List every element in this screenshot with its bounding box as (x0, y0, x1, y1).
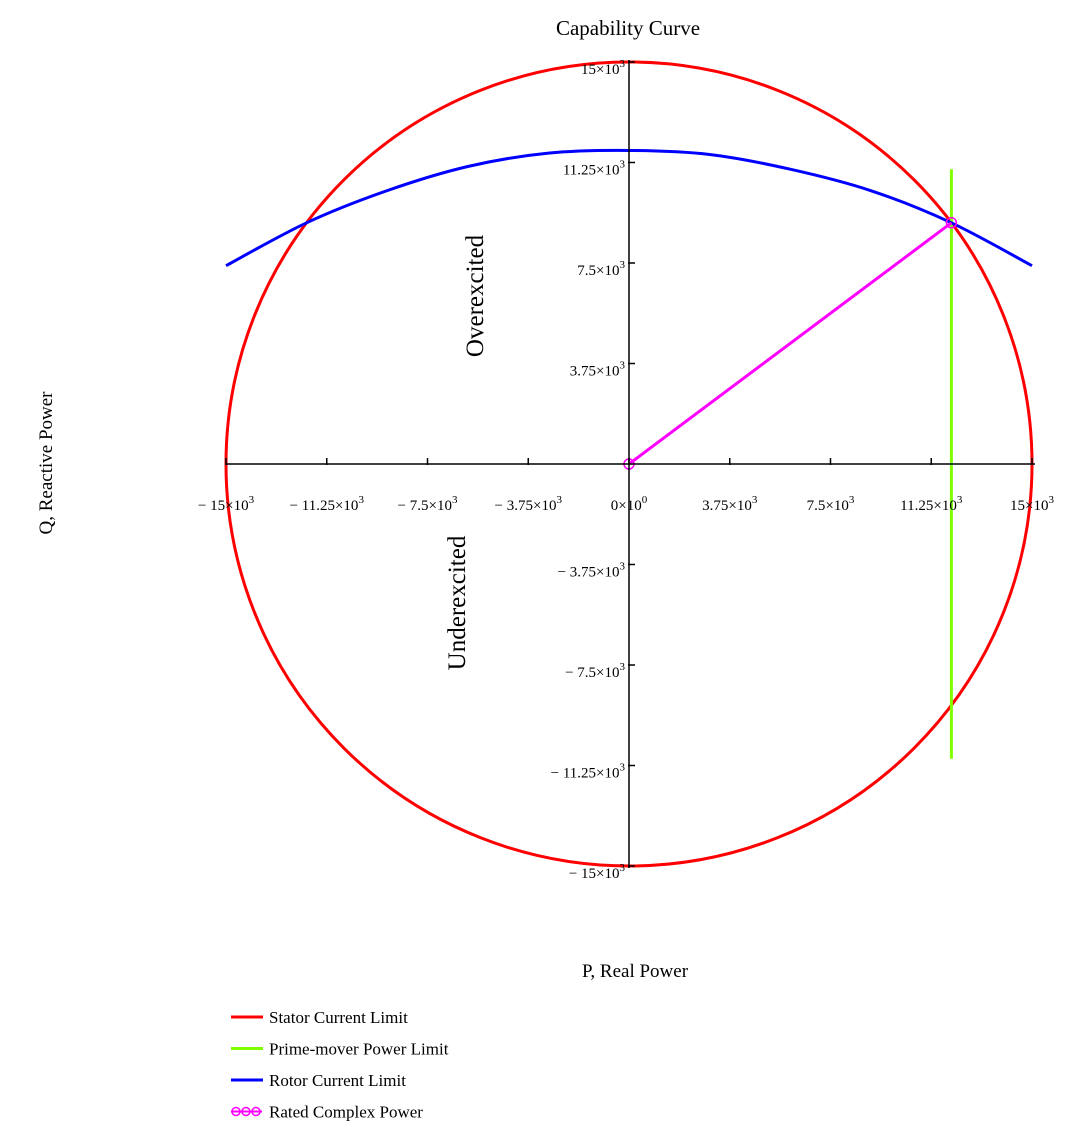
x-tick-label: − 11.25×103 (290, 494, 365, 514)
y-tick-labels: 15×103 11.25×103 7.5×103 3.75×103 − 3.75×103… (551, 58, 626, 882)
y-tick-label: − 11.25×103 (551, 762, 626, 782)
y-tick-label: − 15×103 (569, 862, 626, 882)
legend-marker (231, 1106, 241, 1117)
y-tick-label: 11.25×103 (563, 159, 626, 179)
chart-title: Capability Curve (556, 16, 700, 40)
legend-label: Rotor Current Limit (269, 1071, 406, 1090)
legend-label: Stator Current Limit (269, 1008, 408, 1027)
rated-complex-power-line (628, 221, 953, 466)
x-tick-label: 3.75×103 (702, 494, 758, 514)
axes (225, 60, 1035, 868)
underexcited-label: Underexcited (444, 535, 471, 670)
y-tick-label: 7.5×103 (577, 259, 625, 279)
y-tick-label: − 7.5×103 (565, 661, 625, 681)
y-tick-label: − 3.75×103 (558, 561, 626, 581)
legend-label: Rated Complex Power (269, 1103, 423, 1122)
y-axis-title: Q, Reactive Power (36, 391, 57, 535)
legend-label: Prime-mover Power Limit (269, 1040, 449, 1059)
y-tick-label: 15×103 (581, 58, 625, 78)
x-tick-label: 11.25×103 (900, 494, 963, 514)
x-tick-label: − 15×103 (198, 494, 255, 514)
x-tick-label: 15×103 (1010, 494, 1054, 514)
x-tick-label: − 3.75×103 (495, 494, 563, 514)
x-tick-label: − 7.5×103 (398, 494, 458, 514)
overexcited-label: Overexcited (462, 234, 489, 357)
legend: Stator Current Limit Prime-mover Power Li… (231, 1008, 449, 1122)
legend-marker (241, 1106, 251, 1117)
rated-complex-power-point (945, 217, 958, 229)
x-tick-labels: − 15×103 − 11.25×103 − 7.5×103 − 3.75×103 0×… (198, 494, 1055, 514)
x-tick-label: 7.5×103 (807, 494, 855, 514)
legend-marker (251, 1106, 261, 1117)
x-tick-label: 0×100 (611, 494, 648, 514)
x-axis-title: P, Real Power (582, 961, 689, 982)
y-tick-label: 3.75×103 (570, 360, 626, 380)
